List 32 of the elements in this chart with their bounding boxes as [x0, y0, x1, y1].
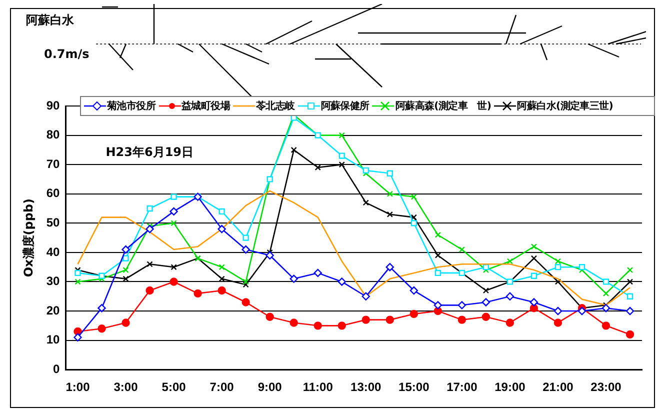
x-tick-label: 23:00 — [590, 380, 622, 394]
annotation: H23年6月19日 — [106, 144, 194, 162]
legend-label: 益城町役場 — [182, 100, 230, 113]
x-tick-label: 11:00 — [302, 380, 334, 394]
legend-label: 阿蘇白水(測定車三世) — [517, 99, 614, 113]
legend-label: 苓北志岐 — [256, 100, 295, 113]
x-tick-label: 17:00 — [446, 380, 478, 394]
y-tick-label: 80 — [46, 128, 60, 142]
y-tick-label: 30 — [46, 274, 60, 288]
x-tick-label: 19:00 — [494, 380, 526, 394]
x-tick-label: 13:00 — [350, 380, 382, 394]
y-tick-label: 70 — [46, 156, 60, 171]
legend-label: 菊池市役所 — [107, 99, 156, 113]
y-axis-title: Ox濃度(ppb) — [21, 198, 36, 278]
x-tick-label: 7:00 — [210, 380, 234, 394]
x-tick-label: 3:00 — [114, 380, 138, 394]
y-tick-label: 50 — [46, 215, 60, 230]
y-tick-label: 0 — [53, 362, 60, 376]
x-tick-label: 15:00 — [398, 380, 430, 394]
y-tick-label: 90 — [46, 98, 60, 112]
legend-label: 阿蘇高森(測定車 世) — [395, 99, 492, 113]
y-tick-label: 10 — [46, 332, 60, 347]
x-tick-label: 21:00 — [542, 380, 574, 394]
y-tick-label: 60 — [46, 186, 60, 200]
text: 阿蘇白水 — [26, 12, 74, 29]
legend-label: 阿蘇保健所 — [320, 100, 370, 113]
x-tick-label: 9:00 — [258, 380, 282, 394]
x-tick-label: 1:00 — [66, 380, 90, 394]
text: 0.7m/s — [44, 47, 90, 61]
y-tick-label: 40 — [46, 244, 60, 259]
x-tick-label: 5:00 — [162, 380, 186, 394]
y-tick-label: 20 — [46, 303, 60, 318]
